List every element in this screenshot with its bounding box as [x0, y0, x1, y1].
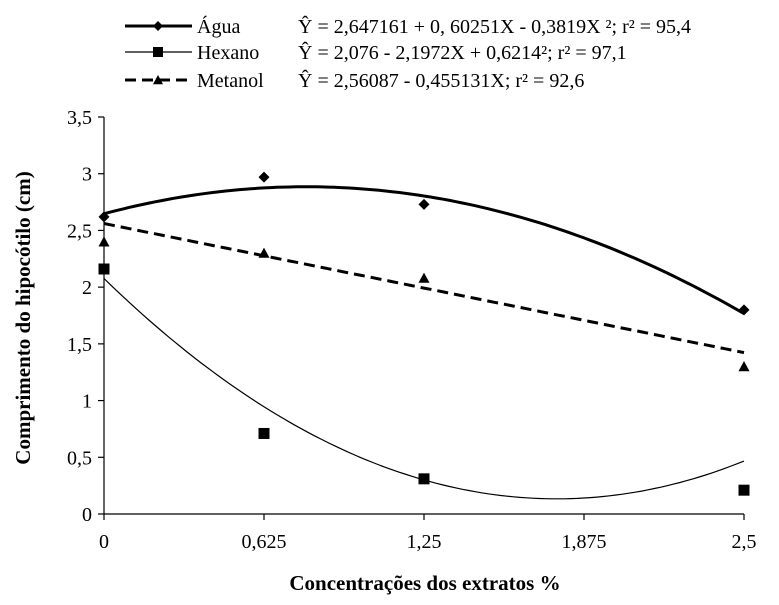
- series-1-point: [258, 171, 270, 183]
- y-tick-label: 0: [82, 504, 92, 526]
- x-tick-label: 1,25: [407, 531, 442, 553]
- y-tick-label: 0,5: [67, 447, 92, 469]
- legend-label-1: Água: [197, 15, 240, 38]
- series-2-point: [418, 473, 430, 485]
- legend-marker-2: [153, 47, 163, 57]
- series-1-point: [98, 211, 110, 223]
- x-tick-label: 1,875: [562, 531, 607, 553]
- y-tick-label: 2,5: [67, 220, 92, 242]
- legend-label-2: Hexano: [197, 42, 259, 64]
- legend-equation-2: Ŷ = 2,076 - 2,1972X + 0,6214²; r² = 97,1: [298, 41, 627, 64]
- series-3-point: [418, 272, 430, 283]
- x-tick-label: 0: [99, 531, 109, 553]
- legend-equation-3: Ŷ = 2,56087 - 0,455131X; r² = 92,6: [298, 69, 584, 92]
- series-2-fit-line: [103, 278, 745, 500]
- series-1-fit-line: [103, 185, 745, 315]
- x-tick-label: 0,625: [242, 531, 287, 553]
- series-2-point: [258, 427, 270, 439]
- series-3-point: [738, 361, 750, 372]
- plot-area: 0 0,5 1 1,5 2 2,5 3 3,5 0 0,625 1,25 1,875 2,5: [67, 107, 757, 553]
- y-tick-label: 3,5: [67, 107, 92, 129]
- series-3-fit-line: [103, 222, 745, 355]
- x-axis-title: Concentrações dos extratos %: [289, 571, 560, 595]
- series-3-point: [98, 236, 110, 247]
- series-2-point: [98, 263, 110, 275]
- series-1-point: [738, 304, 750, 316]
- legend-marker-1: [153, 21, 163, 31]
- series-3-point: [258, 247, 270, 258]
- y-axis-title: Comprimento do hipocótilo (cm): [11, 171, 35, 464]
- series-1-point: [418, 198, 430, 210]
- x-tick-label: 2,5: [732, 531, 757, 553]
- series-2-point: [738, 484, 750, 496]
- y-tick-label: 1: [82, 391, 92, 413]
- legend-marker-3: [153, 75, 163, 85]
- legend: Água Ŷ = 2,647161 + 0, 60251X - 0,3819X ²…: [125, 15, 691, 92]
- y-tick-label: 3: [82, 164, 92, 186]
- legend-equation-1: Ŷ = 2,647161 + 0, 60251X - 0,3819X ²; r²…: [298, 15, 691, 38]
- y-tick-label: 1,5: [67, 334, 92, 356]
- legend-label-3: Metanol: [197, 70, 264, 92]
- y-tick-label: 2: [82, 277, 92, 299]
